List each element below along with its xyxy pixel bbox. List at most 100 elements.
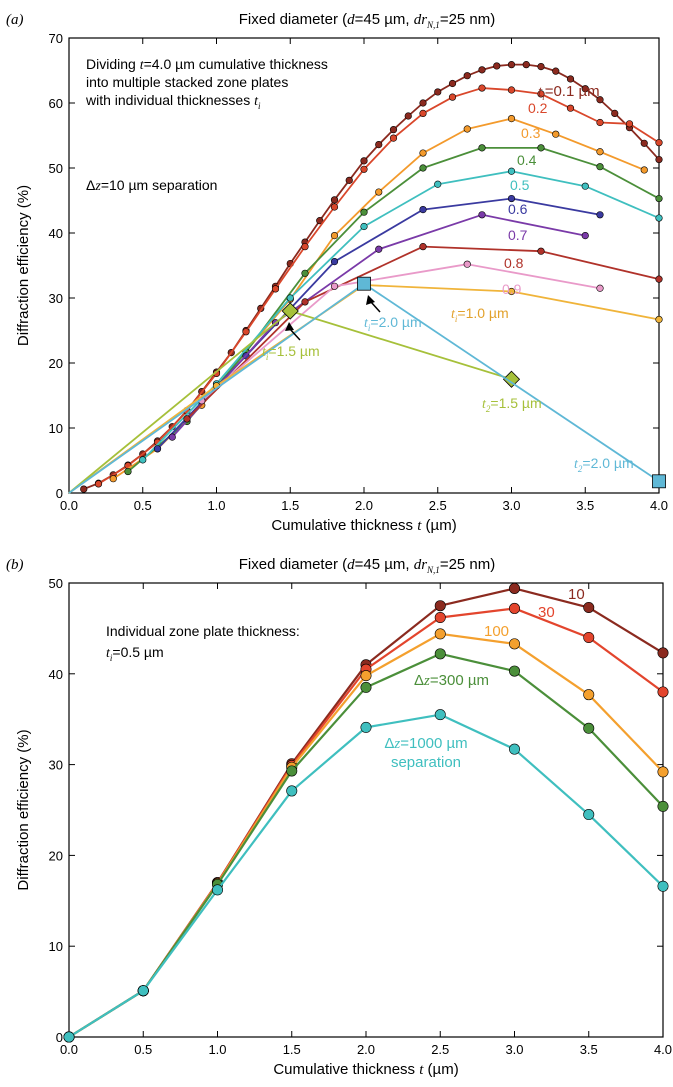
data-point <box>507 86 516 94</box>
x-tick-label: 2.0 <box>355 498 373 513</box>
data-point <box>448 93 457 101</box>
data-point <box>316 217 324 225</box>
data-point <box>611 109 619 117</box>
data-point <box>124 467 132 476</box>
data-point <box>508 743 520 755</box>
data-point <box>583 631 595 643</box>
data-point <box>655 214 663 222</box>
data-point <box>655 155 663 164</box>
y-tick-label: 20 <box>49 848 63 863</box>
data-point <box>537 62 545 71</box>
y-tick-label: 50 <box>49 576 63 591</box>
series-label-0.8: 0.8 <box>504 255 524 271</box>
data-point <box>507 194 516 203</box>
panel-b-plot-area: 0.0 0.5 1.0 1.5 2.0 2.5 3.0 3.5 4.0 0 10 20 30 40 50 Cu… <box>15 576 672 1078</box>
data-point <box>507 287 516 296</box>
data-point <box>139 456 147 464</box>
series-4 <box>139 167 663 464</box>
data-point <box>360 670 372 682</box>
x-tick-label: 2.5 <box>431 1042 449 1057</box>
data-point <box>583 689 595 701</box>
panel-a-plot-area: 0.0 0.5 1.0 1.5 2.0 2.5 3.0 3.5 4.0 0 10 20 30 40 50 60… <box>15 31 668 534</box>
data-point <box>478 84 486 92</box>
data-point <box>212 884 224 896</box>
series-3 <box>63 648 669 1043</box>
y-tick-label: 50 <box>49 161 63 176</box>
series-7 <box>183 243 663 423</box>
data-point <box>625 120 634 128</box>
x-tick-label: 1.5 <box>283 1042 301 1057</box>
series-line <box>112 117 645 480</box>
series-line <box>127 146 660 473</box>
data-point <box>478 144 486 152</box>
x-tick-label: 0.0 <box>60 1042 78 1057</box>
data-point <box>508 665 520 677</box>
data-point <box>657 647 669 659</box>
y-tick-label: 10 <box>49 939 63 954</box>
panel-a-separation-note: Δz=10 µm separation <box>86 177 217 194</box>
data-point <box>657 800 669 812</box>
data-point <box>655 275 663 283</box>
data-point <box>655 194 663 203</box>
x-tick-label: 1.0 <box>208 1042 226 1057</box>
data-point <box>360 208 368 216</box>
data-point <box>657 880 669 892</box>
data-point <box>596 284 604 292</box>
data-point <box>493 62 501 70</box>
panel-a-description: Dividing t=4.0 µm cumulative thickness <box>86 56 328 73</box>
y-tick-label: 30 <box>49 758 63 773</box>
x-tick-label: 3.0 <box>505 1042 523 1057</box>
x-tick-label: 0.5 <box>134 1042 152 1057</box>
x-tick-label: 0.5 <box>134 498 152 513</box>
data-point <box>434 648 446 660</box>
data-point <box>301 298 309 306</box>
series-line <box>68 713 664 1038</box>
data-point <box>360 721 372 733</box>
panel-a-label: (a) <box>6 12 24 28</box>
y-tick-label: 60 <box>49 96 63 111</box>
label-t2-2.0: t2=2.0 µm <box>574 455 634 474</box>
data-point <box>137 985 149 997</box>
data-point <box>640 166 648 174</box>
data-point <box>286 785 298 797</box>
data-point <box>375 188 383 196</box>
data-point <box>463 260 471 268</box>
series-line <box>142 170 660 461</box>
data-point <box>330 258 339 266</box>
y-tick-label: 40 <box>49 226 63 241</box>
data-point <box>522 61 530 69</box>
data-point <box>330 196 339 204</box>
data-point <box>552 130 560 138</box>
x-axis-label: Cumulative thickness t (µm) <box>271 517 456 534</box>
data-point <box>448 79 457 88</box>
data-point <box>463 125 471 133</box>
data-point <box>657 686 669 698</box>
x-tick-label: 3.5 <box>580 1042 598 1057</box>
data-point <box>419 149 427 157</box>
data-point <box>566 104 575 112</box>
panel-a: (a) Fixed diameter (d=45 µm, drN,1=25 nm… <box>6 11 668 534</box>
x-tick-label: 1.0 <box>207 498 225 513</box>
data-point <box>360 681 372 693</box>
data-point <box>330 282 339 290</box>
data-point <box>360 222 368 231</box>
data-point <box>552 67 560 75</box>
data-point <box>566 75 575 83</box>
y-tick-label: 20 <box>49 356 63 371</box>
data-point <box>94 480 103 488</box>
x-tick-label: 2.0 <box>357 1042 375 1057</box>
series-label-0.4: 0.4 <box>517 152 537 168</box>
data-point <box>330 232 339 240</box>
data-point <box>301 269 309 277</box>
y-axis-label: Diffraction efficiency (%) <box>15 185 32 346</box>
x-tick-label: 4.0 <box>650 498 668 513</box>
data-point <box>434 600 446 612</box>
series-label-0.7: 0.7 <box>508 227 528 243</box>
y-tick-label: 40 <box>49 667 63 682</box>
data-point <box>581 85 589 93</box>
series-11 <box>68 276 666 494</box>
data-point <box>375 141 383 149</box>
data-point <box>281 302 299 320</box>
series-line <box>68 652 664 1038</box>
x-tick-label: 1.5 <box>281 498 299 513</box>
